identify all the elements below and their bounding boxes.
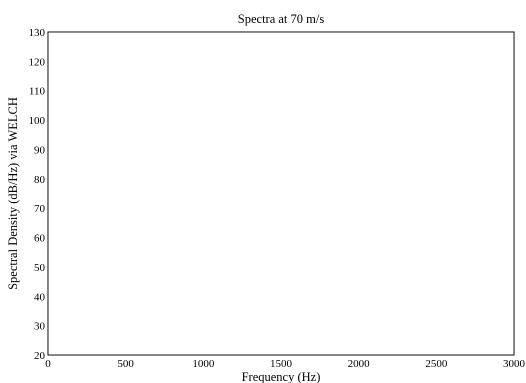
x-tick-label: 3000 [503, 358, 526, 370]
y-tick-label: 30 [34, 321, 46, 333]
x-axis-label: Frequency (Hz) [242, 370, 321, 383]
y-tick-label: 50 [34, 262, 46, 274]
y-axis-label: Spectral Density (dB/Hz) via WELCH [6, 97, 20, 290]
y-tick-label: 70 [34, 203, 46, 215]
y-tick-label: 80 [34, 174, 46, 186]
chart-title: Spectra at 70 m/s [238, 12, 325, 26]
y-tick-label: 40 [34, 291, 46, 303]
y-tick-label: 130 [29, 27, 46, 39]
y-tick-label: 120 [29, 56, 46, 68]
y-tick-label: 60 [34, 233, 46, 245]
x-tick-label: 2500 [425, 358, 448, 370]
tick-labels-group: 0 500 1000 1500 2000 2500 3000 20 30 40 50 60 70 80 90… [29, 27, 526, 370]
x-tick-label: 2000 [348, 358, 371, 370]
y-tick-label: 110 [29, 86, 46, 98]
x-tick-label: 0 [45, 358, 51, 370]
y-tick-label: 100 [29, 115, 46, 127]
y-tick-label: 90 [34, 144, 46, 156]
x-tick-label: 1500 [270, 358, 293, 370]
plot-area [47, 31, 515, 356]
x-tick-label: 1000 [192, 358, 215, 370]
x-tick-label: 500 [117, 358, 134, 370]
y-tick-label: 20 [34, 350, 46, 362]
